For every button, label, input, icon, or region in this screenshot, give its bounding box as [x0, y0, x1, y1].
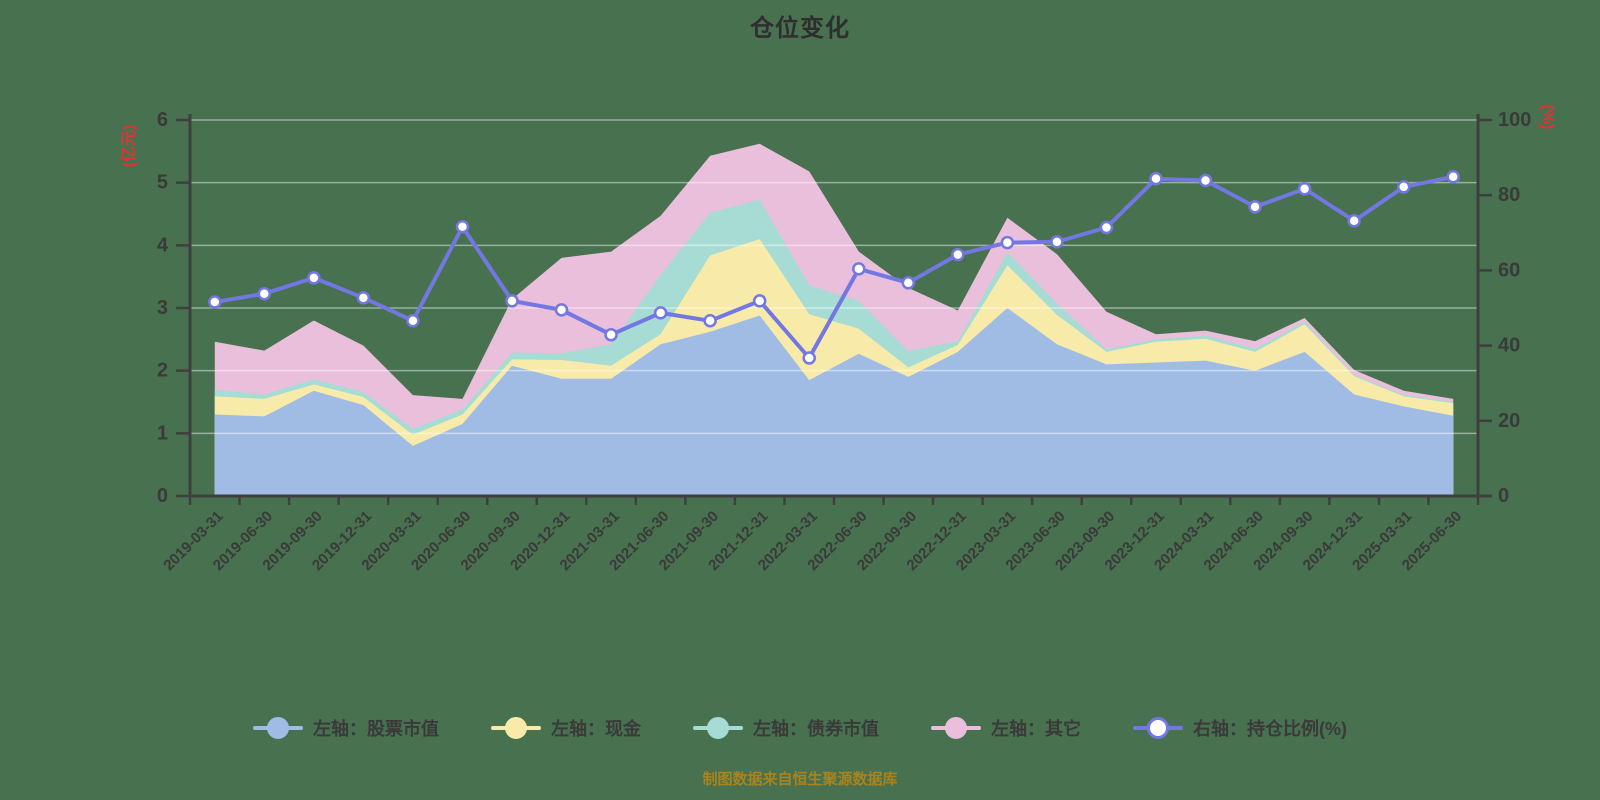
legend-dot: [945, 717, 967, 739]
left-axis-tick-label: 1: [157, 422, 168, 444]
legend-marker-icon: [253, 716, 303, 740]
legend-label: 右轴：持仓比例(%): [1193, 719, 1347, 739]
left-axis-tick-label: 2: [157, 360, 168, 382]
legend-item-1[interactable]: 左轴：股票市值: [253, 715, 439, 741]
ratio-data-point[interactable]: [257, 286, 272, 301]
ratio-data-point[interactable]: [554, 303, 569, 317]
legend-marker-icon: [693, 716, 743, 740]
left-axis-tick-label: 3: [157, 297, 168, 319]
ratio-data-point[interactable]: [1347, 214, 1361, 228]
ratio-data-point[interactable]: [1446, 170, 1460, 184]
ratio-data-point[interactable]: [455, 220, 470, 234]
left-axis-tick-label: 6: [157, 109, 168, 131]
data-source-note: 制图数据来自恒生聚源数据库: [702, 771, 898, 788]
area-series-1[interactable]: [214, 308, 1454, 496]
legend-item-5[interactable]: 右轴：持仓比例(%): [1133, 715, 1347, 741]
ratio-data-point[interactable]: [604, 327, 618, 342]
left-axis-unit-label: (亿元): [121, 124, 138, 168]
legend-label: 左轴：股票市值: [313, 719, 439, 739]
ratio-data-point[interactable]: [1050, 235, 1064, 249]
legend-label: 左轴：现金: [551, 719, 641, 739]
legend: 左轴：股票市值 左轴：现金 左轴：债券市值 左轴：其它 右轴：持仓比例(%): [0, 715, 1600, 741]
legend-dot: [1147, 717, 1169, 739]
legend-dot: [505, 717, 527, 739]
ratio-data-point[interactable]: [1000, 235, 1015, 250]
legend-dot: [707, 717, 729, 739]
ratio-data-point[interactable]: [653, 306, 668, 320]
right-axis-tick-label: 80: [1498, 184, 1520, 206]
right-axis-tick-label: 20: [1498, 410, 1520, 432]
ratio-line: [212, 174, 1456, 360]
right-axis-tick-label: 40: [1498, 335, 1520, 357]
ratio-data-point[interactable]: [406, 314, 420, 328]
ratio-data-point[interactable]: [307, 271, 321, 285]
legend-marker-icon: [491, 716, 541, 740]
legend-item-4[interactable]: 左轴：其它: [931, 715, 1081, 741]
left-axis-tick-label: 4: [157, 234, 169, 256]
chart-title: 仓位变化: [750, 15, 850, 42]
legend-marker-icon: [931, 716, 981, 740]
ratio-data-point[interactable]: [852, 262, 866, 276]
ratio-data-point[interactable]: [951, 247, 965, 262]
ratio-data-point[interactable]: [1297, 182, 1312, 196]
ratio-data-point[interactable]: [505, 294, 519, 308]
left-axis-tick-label: 5: [157, 172, 168, 194]
ratio-data-point[interactable]: [1248, 200, 1262, 214]
ratio-data-point[interactable]: [356, 291, 371, 305]
ratio-data-point[interactable]: [901, 276, 916, 290]
ratio-data-point[interactable]: [1396, 180, 1411, 194]
ratio-data-point[interactable]: [802, 351, 816, 365]
right-axis-tick-label: 100: [1498, 109, 1531, 131]
ratio-data-point[interactable]: [752, 294, 767, 308]
legend-label: 左轴：其它: [991, 719, 1081, 739]
legend-dot: [267, 717, 289, 739]
ratio-data-point[interactable]: [703, 314, 717, 328]
ratio-data-point[interactable]: [1149, 171, 1163, 186]
legend-marker-icon: [1133, 716, 1183, 740]
ratio-data-point[interactable]: [1099, 220, 1114, 235]
legend-label: 左轴：债券市值: [753, 719, 879, 739]
right-axis-tick-label: 60: [1498, 259, 1520, 281]
ratio-data-point[interactable]: [208, 295, 222, 309]
ratio-data-point[interactable]: [1198, 173, 1213, 188]
right-axis-tick-label: 0: [1498, 485, 1509, 507]
right-axis-unit-label: (%): [1539, 104, 1556, 130]
legend-item-3[interactable]: 左轴：债券市值: [693, 715, 879, 741]
left-axis-tick-label: 0: [157, 485, 168, 507]
legend-item-2[interactable]: 左轴：现金: [491, 715, 641, 741]
